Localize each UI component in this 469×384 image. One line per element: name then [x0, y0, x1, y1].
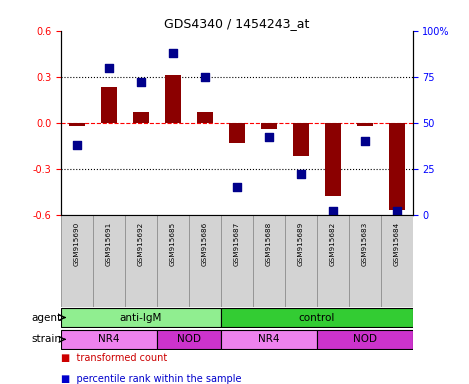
Bar	[157, 329, 221, 349]
Text: GSM915683: GSM915683	[362, 222, 368, 266]
Bar	[261, 122, 277, 129]
Text: GSM915685: GSM915685	[170, 222, 176, 266]
Bar	[221, 215, 253, 306]
Bar	[317, 329, 413, 349]
Point	[361, 138, 369, 144]
Text: NR4: NR4	[258, 334, 280, 344]
Text: NOD: NOD	[353, 334, 377, 344]
Bar	[221, 308, 413, 327]
Bar	[357, 122, 373, 126]
Point	[201, 74, 209, 80]
Point	[297, 171, 304, 177]
Bar	[93, 215, 125, 306]
Text: GSM915691: GSM915691	[106, 222, 112, 266]
Text: ■  transformed count: ■ transformed count	[61, 353, 167, 363]
Text: GSM915690: GSM915690	[74, 222, 80, 266]
Point	[265, 134, 272, 141]
Bar	[165, 75, 181, 122]
Text: GSM915686: GSM915686	[202, 222, 208, 266]
Bar	[325, 122, 341, 196]
Bar	[349, 215, 381, 306]
Bar	[197, 112, 213, 122]
Text: NR4: NR4	[98, 334, 120, 344]
Bar	[381, 215, 413, 306]
Text: GSM915689: GSM915689	[298, 222, 304, 266]
Bar	[133, 112, 149, 122]
Point	[233, 184, 241, 190]
Bar	[221, 329, 317, 349]
Point	[393, 208, 401, 214]
Text: GSM915692: GSM915692	[138, 222, 144, 266]
Bar	[69, 122, 85, 126]
Point	[169, 50, 177, 56]
Text: NOD: NOD	[177, 334, 201, 344]
Bar	[101, 88, 117, 122]
Text: control: control	[299, 313, 335, 323]
Bar	[229, 122, 245, 142]
Text: ■  percentile rank within the sample: ■ percentile rank within the sample	[61, 374, 242, 384]
Text: agent: agent	[31, 313, 61, 323]
Point	[105, 65, 113, 71]
Text: strain: strain	[31, 334, 61, 344]
Bar	[61, 308, 221, 327]
Text: GSM915688: GSM915688	[266, 222, 272, 266]
Bar	[285, 215, 317, 306]
Bar	[157, 215, 189, 306]
Text: GSM915684: GSM915684	[394, 222, 400, 266]
Bar	[61, 215, 93, 306]
Bar	[317, 215, 349, 306]
Text: GSM915682: GSM915682	[330, 222, 336, 266]
Title: GDS4340 / 1454243_at: GDS4340 / 1454243_at	[164, 17, 310, 30]
Point	[137, 79, 144, 85]
Bar	[253, 215, 285, 306]
Bar	[389, 122, 405, 210]
Text: GSM915687: GSM915687	[234, 222, 240, 266]
Text: anti-IgM: anti-IgM	[120, 313, 162, 323]
Bar	[125, 215, 157, 306]
Bar	[61, 329, 157, 349]
Point	[329, 208, 337, 214]
Bar	[293, 122, 309, 156]
Bar	[189, 215, 221, 306]
Point	[73, 142, 81, 148]
